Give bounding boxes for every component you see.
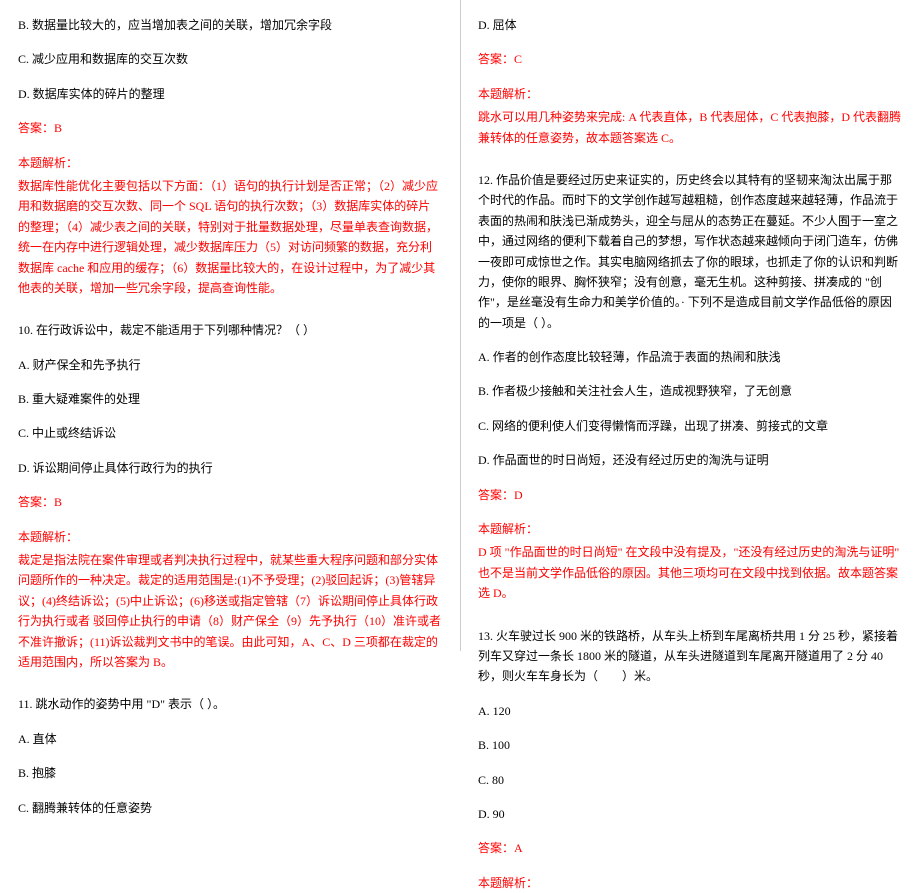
q10-stem: 10. 在行政诉讼中，裁定不能适用于下列哪种情况？（ ） [18, 320, 442, 340]
q10-explain-text: 裁定是指法院在案件审理或者判决执行过程中，就某些重大程序问题和部分实体问题所作的… [18, 550, 442, 672]
q11-option-d: D. 屈体 [478, 15, 902, 35]
q13-option-d: D. 90 [478, 804, 902, 824]
q12-option-c: C. 网络的便利使人们变得懒惰而浮躁，出现了拼凑、剪接式的文章 [478, 416, 902, 436]
q10-explain-header: 本题解析： [18, 527, 442, 547]
q12-option-d: D. 作品面世的时日尚短，还没有经过历史的淘洗与证明 [478, 450, 902, 470]
q13-stem: 13. 火车驶过长 900 米的铁路桥，从车头上桥到车尾离桥共用 1 分 25 … [478, 626, 902, 687]
q11-answer: 答案：C [478, 49, 902, 69]
option-c: C. 减少应用和数据库的交互次数 [18, 49, 442, 69]
explain-header: 本题解析： [18, 153, 442, 173]
q10-option-b: B. 重大疑难案件的处理 [18, 389, 442, 409]
q12-explain-text: D 项 "作品面世的时日尚短" 在文段中没有提及，"还没有经过历史的淘洗与证明"… [478, 542, 902, 603]
q11-stem: 11. 跳水动作的姿势中用 "D" 表示（ ）。 [18, 694, 442, 714]
q11-explain-text: 跳水可以用几种姿势来完成: A 代表直体，B 代表屈体，C 代表抱膝，D 代表翻… [478, 107, 902, 148]
q10-answer: 答案：B [18, 492, 442, 512]
option-d: D. 数据库实体的碎片的整理 [18, 84, 442, 104]
left-column: B. 数据量比较大的，应当增加表之间的关联，增加冗余字段 C. 减少应用和数据库… [0, 0, 460, 651]
explain-text: 数据库性能优化主要包括以下方面：（1）语句的执行计划是否正常；（2）减少应用和数… [18, 176, 442, 298]
q11-option-b: B. 抱膝 [18, 763, 442, 783]
q11-option-a: A. 直体 [18, 729, 442, 749]
q10-option-a: A. 财产保全和先予执行 [18, 355, 442, 375]
q12-stem: 12. 作品价值是要经过历史来证实的，历史终会以其特有的坚韧来淘汰出属于那个时代… [478, 170, 902, 333]
q13-answer: 答案：A [478, 838, 902, 858]
q13-option-c: C. 80 [478, 770, 902, 790]
q11-explain-header: 本题解析： [478, 84, 902, 104]
q12-option-a: A. 作者的创作态度比较轻薄，作品流于表面的热闹和肤浅 [478, 347, 902, 367]
q13-option-a: A. 120 [478, 701, 902, 721]
q12-answer: 答案：D [478, 485, 902, 505]
option-b: B. 数据量比较大的，应当增加表之间的关联，增加冗余字段 [18, 15, 442, 35]
document-page: B. 数据量比较大的，应当增加表之间的关联，增加冗余字段 C. 减少应用和数据库… [0, 0, 920, 651]
q11-option-c: C. 翻腾兼转体的任意姿势 [18, 798, 442, 818]
q12-option-b: B. 作者极少接触和关注社会人生，造成视野狭窄，了无创意 [478, 381, 902, 401]
q13-explain-header: 本题解析： [478, 873, 902, 893]
q12-explain-header: 本题解析： [478, 519, 902, 539]
answer-label: 答案：B [18, 118, 442, 138]
q10-option-d: D. 诉讼期间停止具体行政行为的执行 [18, 458, 442, 478]
q13-option-b: B. 100 [478, 735, 902, 755]
right-column: D. 屈体 答案：C 本题解析： 跳水可以用几种姿势来完成: A 代表直体，B … [460, 0, 920, 651]
q10-option-c: C. 中止或终结诉讼 [18, 423, 442, 443]
